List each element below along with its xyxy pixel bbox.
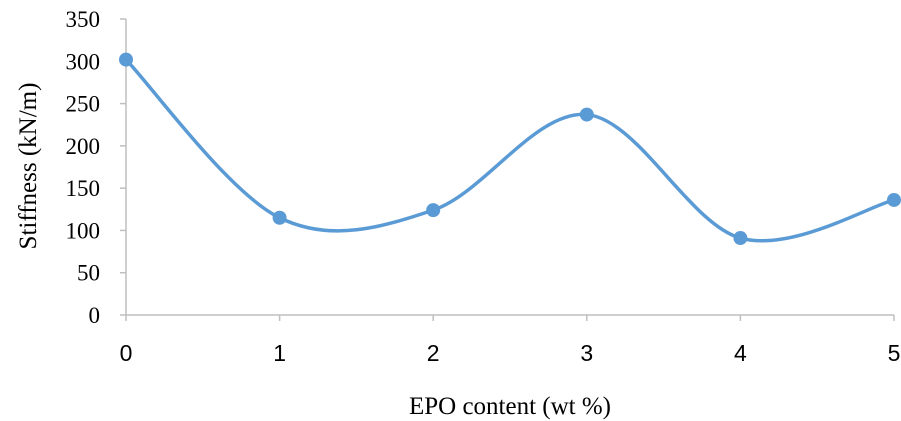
y-tick-label: 300 bbox=[66, 49, 101, 74]
x-tick-label: 5 bbox=[888, 340, 901, 366]
data-point bbox=[887, 192, 901, 207]
data-point bbox=[579, 107, 594, 122]
series-line bbox=[124, 57, 896, 243]
data-point bbox=[272, 210, 287, 225]
y-axis: 0 50 100 150 200 250 300 350 bbox=[66, 7, 127, 328]
data-point bbox=[733, 231, 748, 246]
y-tick-label: 150 bbox=[66, 176, 101, 201]
y-tick-label: 50 bbox=[77, 261, 100, 286]
x-tick-label: 3 bbox=[580, 340, 593, 366]
y-axis-title: Stiffness (kN/m) bbox=[15, 83, 42, 250]
y-tick-label: 200 bbox=[66, 134, 101, 159]
y-tick-label: 250 bbox=[66, 92, 101, 117]
series-stiffness bbox=[119, 52, 901, 246]
data-point bbox=[119, 52, 133, 67]
data-point bbox=[426, 203, 441, 218]
x-tick-label: 4 bbox=[734, 340, 747, 366]
y-tick-label: 0 bbox=[89, 303, 101, 328]
y-tick-label: 350 bbox=[66, 7, 101, 32]
x-tick-label: 1 bbox=[273, 340, 286, 366]
x-tick-label: 0 bbox=[120, 340, 133, 366]
y-tick-label: 100 bbox=[66, 218, 101, 243]
x-tick-label: 2 bbox=[427, 340, 440, 366]
x-axis-title: EPO content (wt %) bbox=[409, 393, 611, 420]
x-axis: 0 1 2 3 4 5 bbox=[120, 314, 901, 366]
